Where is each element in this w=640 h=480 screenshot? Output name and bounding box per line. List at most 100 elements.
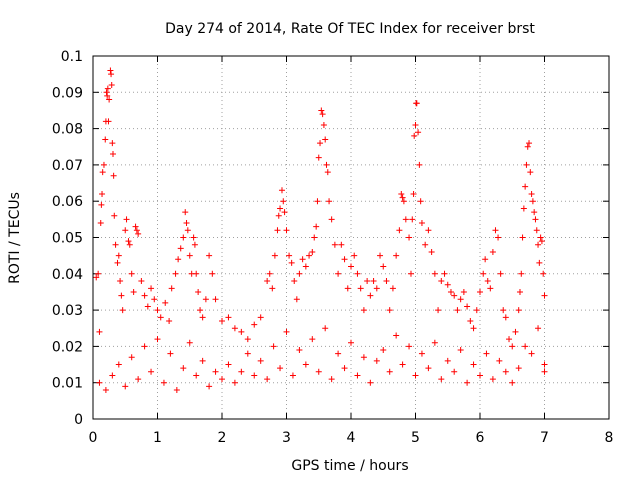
- data-point: [431, 270, 438, 277]
- data-point: [251, 321, 258, 328]
- data-point: [487, 285, 494, 292]
- data-point: [195, 288, 202, 295]
- data-point: [177, 245, 184, 252]
- data-point: [393, 252, 400, 259]
- data-point: [104, 92, 111, 99]
- data-point: [398, 190, 405, 197]
- data-point: [107, 67, 114, 74]
- data-point: [418, 219, 425, 226]
- plot-frame: [92, 55, 610, 420]
- data-point: [122, 227, 129, 234]
- data-point: [438, 278, 445, 285]
- y-tick-label: 0.09: [52, 85, 83, 101]
- data-point: [341, 365, 348, 372]
- data-point: [460, 288, 467, 295]
- x-tick-label: 5: [411, 430, 420, 446]
- x-axis-label: GPS time / hours: [291, 458, 408, 474]
- data-point: [154, 336, 161, 343]
- data-point: [275, 212, 282, 219]
- data-point: [118, 292, 125, 299]
- data-point: [454, 307, 461, 314]
- y-tick-label: 0.08: [52, 122, 83, 138]
- data-point: [108, 71, 115, 78]
- data-point: [389, 285, 396, 292]
- data-point: [251, 372, 258, 379]
- data-point: [122, 383, 129, 390]
- data-point: [457, 296, 464, 303]
- data-point: [160, 379, 167, 386]
- data-point: [148, 368, 155, 375]
- data-point: [257, 314, 264, 321]
- data-point: [199, 357, 206, 364]
- data-point: [522, 343, 529, 350]
- data-point: [311, 234, 318, 241]
- data-point: [351, 252, 358, 259]
- data-point: [522, 183, 529, 190]
- data-point: [322, 136, 329, 143]
- data-point: [444, 281, 451, 288]
- data-point: [415, 129, 422, 136]
- data-point: [99, 190, 106, 197]
- data-point: [533, 227, 540, 234]
- data-point: [500, 307, 507, 314]
- data-point: [512, 328, 519, 335]
- data-point: [457, 347, 464, 354]
- data-point: [335, 270, 342, 277]
- data-point: [271, 252, 278, 259]
- data-point: [410, 190, 417, 197]
- data-point: [231, 379, 238, 386]
- data-point: [529, 198, 536, 205]
- data-point: [115, 252, 122, 259]
- x-tick-labels: 0 1 2 3 4 5 6 7 8: [89, 430, 614, 446]
- data-point: [128, 354, 135, 361]
- data-point: [197, 307, 204, 314]
- data-point: [96, 379, 103, 386]
- data-point: [317, 140, 324, 147]
- data-point: [409, 216, 416, 223]
- data-point: [141, 292, 148, 299]
- y-tick-label: 0.06: [52, 194, 83, 210]
- data-point: [315, 368, 322, 375]
- data-point: [323, 161, 330, 168]
- x-tick-label: 8: [605, 430, 614, 446]
- data-point: [364, 278, 371, 285]
- data-point: [489, 249, 496, 256]
- data-point: [96, 328, 103, 335]
- data-point: [370, 278, 377, 285]
- data-point: [348, 263, 354, 270]
- data-point: [199, 314, 206, 321]
- data-point: [286, 252, 293, 259]
- x-tick-label: 7: [540, 430, 549, 446]
- data-point: [115, 361, 122, 368]
- data-point: [306, 252, 313, 259]
- y-tick-label: 0.1: [61, 49, 83, 65]
- data-point: [531, 209, 538, 216]
- data-point: [396, 227, 403, 234]
- data-point: [269, 285, 276, 292]
- data-point: [212, 296, 219, 303]
- data-point: [400, 198, 407, 205]
- data-point: [416, 161, 423, 168]
- data-point: [360, 307, 367, 314]
- data-point: [509, 343, 516, 350]
- data-point: [431, 339, 438, 346]
- data-point: [483, 350, 490, 357]
- data-point: [225, 314, 232, 321]
- data-point: [166, 317, 173, 324]
- data-point: [535, 241, 542, 248]
- x-tick-label: 1: [153, 430, 162, 446]
- data-point: [344, 285, 351, 292]
- data-point: [135, 230, 142, 237]
- data-point: [209, 270, 216, 277]
- data-point: [157, 314, 164, 321]
- data-point: [484, 278, 491, 285]
- data-point: [538, 238, 545, 245]
- data-point: [103, 89, 110, 96]
- axis-ticks: [92, 55, 610, 420]
- data-point: [524, 143, 531, 150]
- data-point: [373, 285, 380, 292]
- data-point: [309, 249, 316, 256]
- data-point: [193, 270, 200, 277]
- data-point: [225, 361, 232, 368]
- data-point: [331, 241, 338, 248]
